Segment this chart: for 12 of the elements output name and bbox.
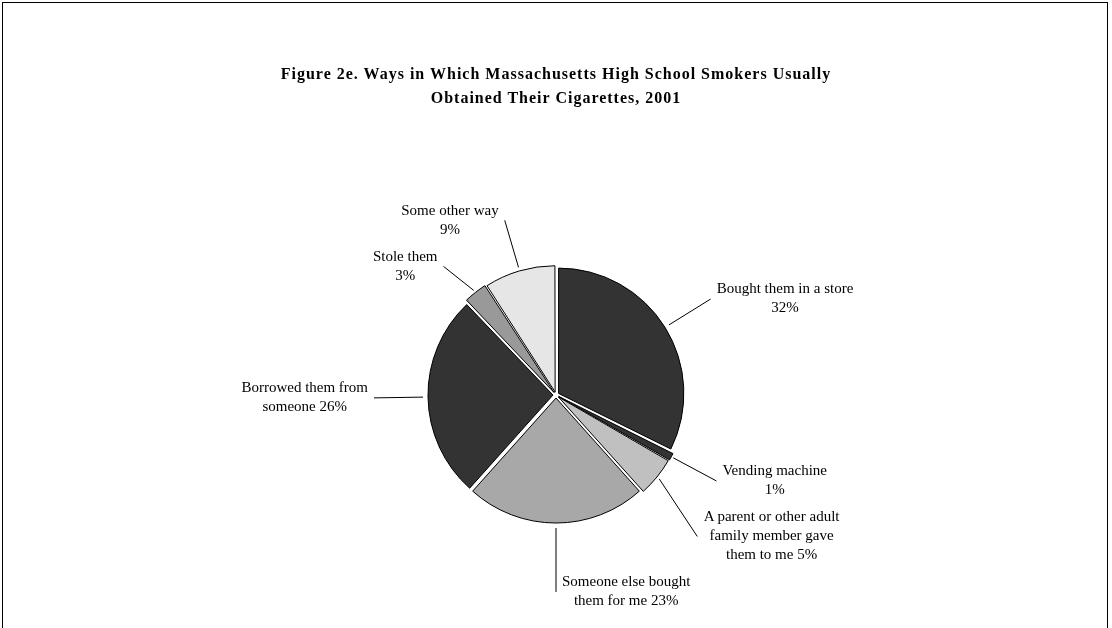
- slice-label: Some other way: [401, 201, 500, 218]
- slice-label: Someone else bought them for me 23%: [561, 573, 692, 609]
- slice-label: A parent or other adult family member gave them to me 5%: [703, 508, 841, 563]
- slice-label: Stole them: [372, 247, 438, 264]
- slice-label: Borrowed them from someone 26%: [241, 379, 369, 415]
- data-label: 9%: [439, 220, 460, 237]
- data-label: 1%: [764, 481, 785, 498]
- slice-label: Bought them in a store: [716, 280, 854, 297]
- slice-label: Vending machine: [722, 462, 828, 479]
- chart-title: Figure 2e. Ways in Which Massachusetts High School Smokers Usually Obtained Their Cigarettes, 2001: [279, 64, 833, 109]
- data-label: 3%: [395, 266, 416, 283]
- data-label: 32%: [771, 299, 799, 316]
